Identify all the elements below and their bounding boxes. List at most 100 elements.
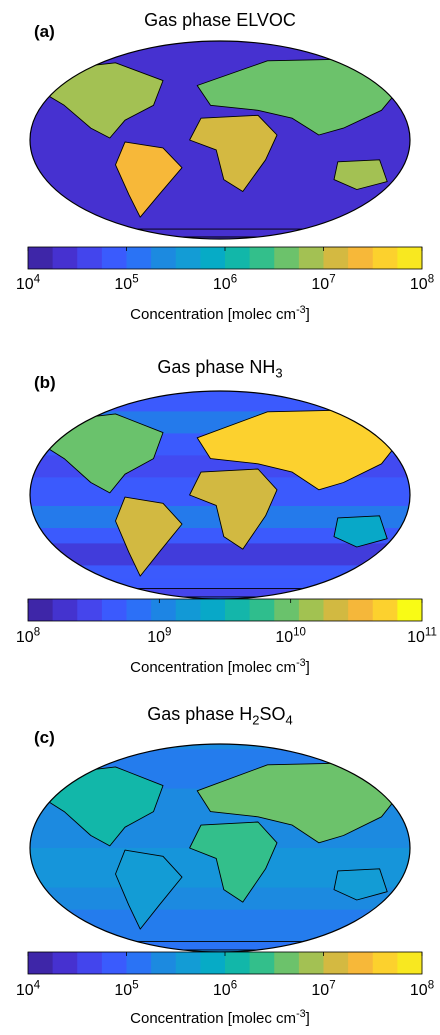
colorbar-label-close: ] (305, 1010, 310, 1027)
colorbar-tick-label: 105 (114, 979, 139, 999)
colorbar-segment (372, 599, 398, 621)
colorbar-segment (200, 952, 226, 974)
colorbar-segment (397, 952, 423, 974)
colorbar-tick-label: 107 (311, 979, 336, 999)
colorbar-segment (249, 952, 275, 974)
colorbar-segment (151, 599, 177, 621)
title-subscript: 2 (252, 712, 260, 728)
title-prefix: Gas phase (157, 357, 250, 377)
colorbar-segment (225, 247, 251, 269)
colorbar-segment (126, 599, 152, 621)
colorbar-label-exponent: -3 (296, 657, 306, 670)
continent-africa (189, 468, 278, 550)
concentration-map-c (29, 743, 411, 953)
colorbar-segment (52, 599, 78, 621)
colorbar-tick-label: 108 (15, 626, 41, 646)
colorbar-segment (175, 247, 201, 269)
colorbar-label-text: Concentration [molec cm (130, 1010, 297, 1027)
continent-south-america (115, 496, 183, 577)
colorbar-label-close: ] (305, 659, 310, 676)
colorbar-tick-label: 106 (212, 273, 238, 293)
colorbar-c (27, 951, 423, 975)
title-prefix: Gas phase (147, 704, 240, 724)
panel-c: (c) Gas phase H2SO4 104 105 106 107 108 Conc… (0, 690, 440, 1035)
colorbar-segment (249, 247, 275, 269)
colorbar-segment (101, 247, 127, 269)
colorbar-segment (200, 599, 226, 621)
colorbar-segment (101, 952, 127, 974)
title-subscript: 3 (275, 365, 283, 381)
colorbar-segment (323, 952, 349, 974)
colorbar-label-exponent: -3 (296, 304, 306, 317)
concentration-map-b (29, 390, 411, 600)
colorbar-segment (298, 247, 324, 269)
concentration-map-a (29, 40, 411, 240)
colorbar-segment (28, 599, 54, 621)
panel-a: (a) Gas phase ELVOC 104 105 106 107 108 Conc… (0, 0, 440, 335)
colorbar-label-close: ] (305, 306, 310, 323)
panel-title: Gas phase H2SO4 (0, 704, 440, 728)
latitude-band (30, 543, 410, 566)
colorbar-segment (151, 247, 177, 269)
colorbar-label-b: Concentration [molec cm-3] (0, 657, 440, 676)
panel-b: (b) Gas phase NH3 108 109 1010 1011 Concent… (0, 345, 440, 680)
continent-south-america (115, 141, 183, 218)
colorbar-segment (397, 247, 423, 269)
colorbar-segment (348, 952, 374, 974)
colorbar-label-text: Concentration [molec cm (130, 659, 297, 676)
panel-title: Gas phase NH3 (0, 357, 440, 381)
colorbar-segment (28, 952, 54, 974)
title-species: ELVOC (236, 10, 296, 30)
colorbar-segment (52, 952, 78, 974)
panel-label: (c) (34, 728, 55, 747)
colorbar-segment (175, 599, 201, 621)
colorbar-segment (274, 247, 300, 269)
colorbar-segment (77, 952, 103, 974)
colorbar-segment (151, 952, 177, 974)
colorbar-segment (77, 247, 103, 269)
panel-label: (a) (34, 22, 55, 41)
map-outline (29, 40, 411, 240)
title-species: NH (249, 357, 276, 377)
colorbar-segment (126, 247, 152, 269)
colorbar-segment (28, 247, 54, 269)
colorbar-segment (225, 952, 251, 974)
colorbar-segment (225, 599, 251, 621)
continent-north-america (39, 62, 164, 139)
colorbar-segment (298, 599, 324, 621)
colorbar-ticks-c: 104 105 106 107 108 (0, 979, 440, 1006)
colorbar-tick-label: 109 (147, 626, 172, 646)
panel-label: (b) (34, 373, 56, 392)
colorbar-segment (274, 599, 300, 621)
colorbar-tick-label: 1010 (275, 626, 306, 646)
colorbar-segment (397, 599, 423, 621)
colorbar-label-c: Concentration [molec cm-3] (0, 1009, 440, 1027)
colorbar-segment (126, 952, 152, 974)
continent-australia (333, 868, 388, 901)
colorbar-tick-label: 1011 (407, 626, 437, 646)
colorbar-segment (249, 599, 275, 621)
colorbar-ticks-a: 104 105 106 107 108 (0, 273, 440, 300)
title-species-mid: SO (259, 704, 286, 724)
colorbar-segment (323, 247, 349, 269)
colorbar-segment (200, 247, 226, 269)
colorbar-segment (372, 952, 398, 974)
colorbar-label-text: Concentration [molec cm (130, 306, 297, 323)
colorbar-ticks-b: 108 109 1010 1011 (0, 626, 440, 653)
colorbar-b (27, 598, 423, 622)
colorbar-label-a: Concentration [molec cm-3] (0, 304, 440, 323)
colorbar-segment (323, 599, 349, 621)
colorbar-segment (348, 599, 374, 621)
continent-africa (189, 114, 278, 192)
title-prefix: Gas phase (144, 10, 237, 30)
colorbar-segment (274, 952, 300, 974)
colorbar-tick-label: 104 (15, 273, 41, 293)
colorbar-a (27, 246, 423, 270)
colorbar-segment (372, 247, 398, 269)
continent-australia (333, 515, 388, 548)
colorbar-segment (52, 247, 78, 269)
colorbar-frame (27, 598, 423, 622)
title-species: H (239, 704, 253, 724)
colorbar-segment (175, 952, 201, 974)
colorbar-tick-label: 105 (114, 273, 139, 293)
